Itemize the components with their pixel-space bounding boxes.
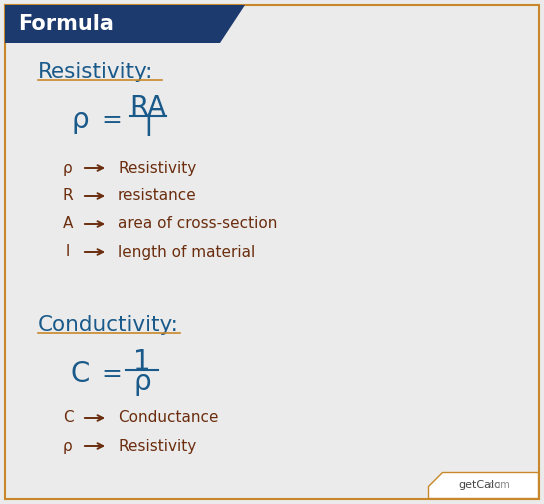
Text: Conductance: Conductance xyxy=(118,410,219,425)
Text: l: l xyxy=(144,114,152,142)
Text: Resistivity:: Resistivity: xyxy=(38,62,153,82)
Text: getCalc: getCalc xyxy=(458,480,500,490)
Text: Resistivity: Resistivity xyxy=(118,160,196,175)
Text: ρ: ρ xyxy=(63,438,73,454)
Text: =: = xyxy=(102,362,122,386)
Text: Resistivity: Resistivity xyxy=(118,438,196,454)
Text: ρ: ρ xyxy=(133,368,151,396)
Polygon shape xyxy=(5,5,245,43)
FancyBboxPatch shape xyxy=(5,5,539,499)
Text: ρ: ρ xyxy=(63,160,73,175)
Text: ρ: ρ xyxy=(71,106,89,134)
Text: C: C xyxy=(70,360,90,388)
Text: A: A xyxy=(63,217,73,231)
Text: 1: 1 xyxy=(133,348,151,376)
Text: .com: .com xyxy=(486,480,510,490)
Text: C: C xyxy=(63,410,73,425)
Text: Formula: Formula xyxy=(18,14,114,34)
Text: =: = xyxy=(102,108,122,132)
Text: length of material: length of material xyxy=(118,244,255,260)
Text: RA: RA xyxy=(129,94,166,122)
Text: l: l xyxy=(66,244,70,260)
Text: R: R xyxy=(63,188,73,204)
Text: area of cross-section: area of cross-section xyxy=(118,217,277,231)
Text: resistance: resistance xyxy=(118,188,197,204)
Text: Conductivity:: Conductivity: xyxy=(38,315,179,335)
Polygon shape xyxy=(428,472,538,498)
